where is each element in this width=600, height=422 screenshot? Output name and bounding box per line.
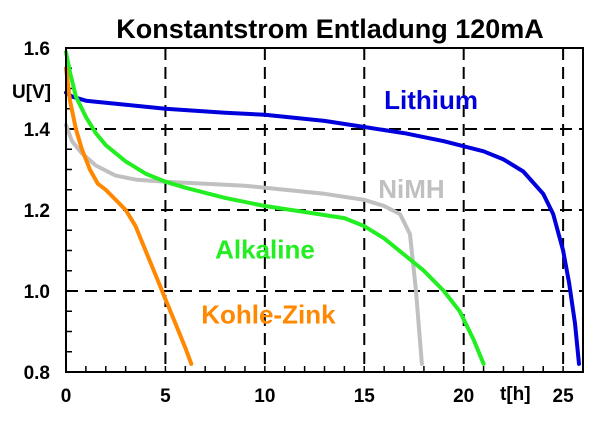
series-line-kohle-zink (64, 66, 194, 366)
x-tick-label: 10 (254, 386, 275, 407)
series-line-lithium (64, 90, 581, 366)
y-tick-label: 1.6 (24, 39, 50, 60)
x-tick-labels: 0 5 10 15 20 25 (61, 386, 574, 407)
y-axis-label: U[V] (12, 82, 51, 103)
y-tick-label: 1.4 (24, 120, 51, 141)
x-tick-label: 15 (354, 386, 376, 407)
y-tick-label: 0.8 (24, 363, 50, 384)
series-label-kohle-zink: Kohle-Zink (201, 299, 336, 329)
x-tick-label: 25 (553, 386, 575, 407)
series-line-nimh (64, 123, 424, 366)
plot-frame (65, 47, 584, 373)
x-tick-label: 0 (61, 386, 72, 407)
series-label-lithium: Lithium (384, 85, 478, 115)
chart-title: Konstantstrom Entladung 120mA (116, 14, 544, 44)
x-tick-label: 20 (453, 386, 474, 407)
series-group (64, 50, 581, 366)
x-axis-label: t[h] (500, 384, 531, 405)
series-line-alkaline (64, 50, 486, 366)
series-label-nimh: NiMH (378, 174, 444, 204)
y-tick-labels: 0.8 1.0 1.2 1.4 1.6 (24, 39, 51, 384)
series-labels: Lithium NiMH Alkaline Kohle-Zink (201, 85, 478, 330)
x-tick-label: 5 (160, 386, 171, 407)
series-label-alkaline: Alkaline (215, 235, 315, 265)
y-tick-label: 1.0 (24, 282, 50, 303)
y-tick-label: 1.2 (24, 201, 50, 222)
